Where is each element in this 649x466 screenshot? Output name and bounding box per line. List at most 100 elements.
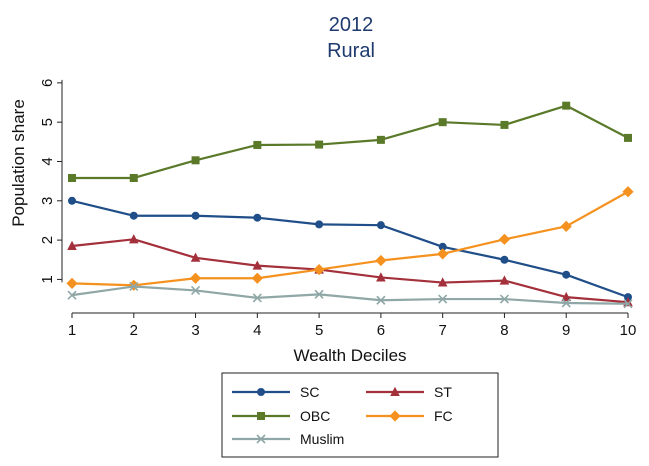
- data-point-st: [67, 240, 77, 250]
- y-tick-label: 4: [39, 157, 56, 165]
- data-point-fc: [622, 186, 634, 198]
- data-point-obc: [68, 173, 76, 182]
- legend-label-sc: SC: [300, 384, 319, 400]
- data-point-muslim: [623, 299, 633, 309]
- data-point-obc: [562, 101, 571, 110]
- data-point-fc: [128, 279, 140, 291]
- data-point-st: [561, 291, 572, 302]
- chart-title: 2012: [329, 14, 374, 36]
- data-point-obc: [500, 120, 509, 129]
- data-point-obc: [253, 140, 262, 149]
- legend-marker-sc: [257, 388, 265, 396]
- data-point-muslim: [190, 285, 201, 295]
- data-point-sc: [68, 196, 76, 205]
- series-muslim: [67, 281, 633, 309]
- data-point-muslim: [438, 294, 448, 304]
- data-point-obc: [129, 173, 138, 182]
- data-point-st: [190, 252, 201, 262]
- series-obc: [68, 101, 632, 182]
- y-tick-label: 5: [39, 118, 56, 126]
- legend-item-obc: OBC: [232, 408, 330, 424]
- x-tick-label: 10: [620, 322, 637, 339]
- data-point-sc: [191, 211, 200, 220]
- y-tick-label: 6: [39, 79, 56, 87]
- data-point-sc: [562, 270, 571, 279]
- data-point-muslim: [314, 289, 324, 299]
- data-point-obc: [191, 156, 200, 165]
- y-tick-label: 2: [39, 236, 56, 244]
- data-point-fc: [560, 220, 572, 232]
- data-point-fc: [66, 277, 78, 289]
- x-tick-label: 5: [315, 322, 323, 339]
- data-point-muslim-stroke: [252, 293, 262, 303]
- data-point-muslim: [561, 298, 571, 308]
- data-point-sc: [315, 220, 324, 229]
- legend-marker-muslim-stroke: [256, 434, 266, 444]
- data-point-muslim: [67, 290, 77, 300]
- series-sc: [68, 196, 632, 302]
- data-point-muslim-stroke: [376, 295, 386, 305]
- data-point-muslim: [376, 295, 386, 305]
- data-point-st: [252, 260, 263, 270]
- series-layer: [66, 101, 634, 309]
- legend-marker-muslim: [256, 434, 266, 444]
- x-tick-label: 8: [500, 322, 508, 339]
- x-tick-label: 7: [438, 322, 446, 339]
- legend-label-fc: FC: [434, 408, 453, 424]
- data-point-fc: [437, 248, 449, 260]
- data-point-fc: [313, 263, 325, 276]
- data-point-sc: [376, 221, 385, 230]
- data-point-muslim-stroke: [67, 290, 77, 300]
- y-tick-label: 3: [39, 197, 56, 205]
- legend-marker-fc: [389, 410, 401, 422]
- data-point-st: [128, 234, 139, 244]
- data-point-sc: [129, 211, 138, 220]
- series-fc: [66, 186, 634, 291]
- legend-item-muslim: Muslim: [232, 431, 344, 447]
- x-axis-label: Wealth Deciles: [293, 346, 406, 365]
- data-point-fc: [498, 233, 511, 245]
- legend-label-st: ST: [434, 384, 452, 400]
- series-line-sc: [71, 199, 629, 299]
- x-tick-label: 6: [377, 322, 385, 339]
- series-line-obc: [72, 104, 629, 180]
- data-point-fc: [251, 272, 263, 284]
- x-tick-label: 2: [130, 322, 138, 339]
- x-tick-label: 9: [562, 322, 570, 339]
- data-point-muslim-stroke: [561, 298, 571, 308]
- y-tick-label: 1: [39, 275, 56, 283]
- series-line-muslim: [71, 285, 629, 305]
- legend-item-st: ST: [366, 384, 452, 400]
- data-point-obc: [624, 133, 632, 142]
- data-point-st: [499, 275, 510, 285]
- series-st: [67, 234, 633, 307]
- data-point-muslim-stroke: [190, 285, 201, 295]
- data-point-obc: [438, 118, 447, 127]
- x-tick-label: 4: [253, 322, 261, 339]
- series-line-st: [71, 238, 629, 304]
- x-tick-label: 1: [68, 322, 76, 339]
- legend-item-sc: SC: [232, 384, 319, 400]
- data-point-sc: [500, 255, 509, 264]
- x-tick-label: 3: [191, 322, 199, 339]
- data-point-fc: [375, 254, 387, 267]
- y-axis-label: Population share: [9, 99, 28, 227]
- data-point-muslim: [129, 281, 139, 292]
- legend-marker-st: [390, 386, 400, 396]
- data-point-obc: [315, 140, 324, 149]
- data-point-muslim-stroke: [499, 294, 510, 304]
- data-point-obc: [376, 135, 385, 144]
- legend-marker-obc: [257, 412, 265, 420]
- legend-item-fc: FC: [366, 408, 453, 424]
- data-point-muslim-stroke: [438, 294, 448, 304]
- legend-label-muslim: Muslim: [300, 431, 344, 447]
- series-line-fc: [71, 190, 629, 287]
- legend: SC ST OBC FC Muslim: [221, 372, 499, 458]
- data-point-muslim-stroke: [129, 281, 139, 292]
- chart-subtitle: Rural: [327, 40, 375, 62]
- data-point-st: [437, 277, 448, 287]
- data-point-fc: [189, 272, 202, 284]
- axes: 1 2 3 4 5 6 1 2 3 4 5 6 7 8 9 10: [39, 79, 636, 339]
- data-point-muslim-stroke: [623, 299, 633, 309]
